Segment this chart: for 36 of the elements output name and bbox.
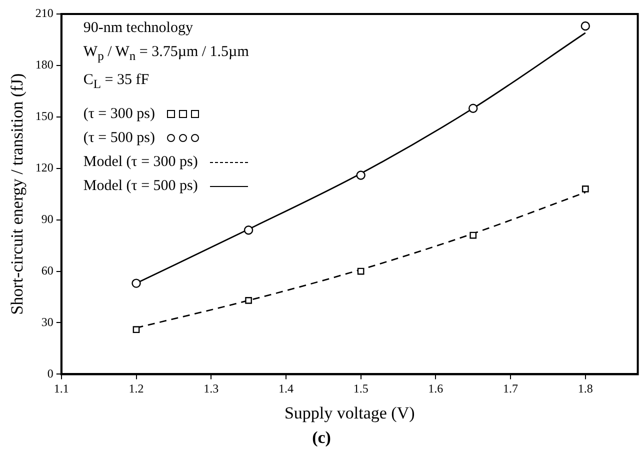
- point: [580, 21, 590, 31]
- x-tick-label: 1.2: [128, 382, 144, 396]
- y-tick-label: 180: [35, 58, 54, 72]
- point: [357, 268, 364, 275]
- point: [468, 104, 478, 113]
- annotation: C$_{L}$ = 35 fF: [83, 71, 150, 93]
- y-tick-label: 0: [47, 366, 54, 380]
- point: [356, 170, 366, 180]
- point: [245, 297, 252, 304]
- x-tick-label: 1.3: [204, 382, 219, 396]
- legend-label: (τ = 300 ps): [83, 105, 155, 124]
- point: [582, 186, 589, 192]
- y-tick-label: 30: [41, 314, 54, 329]
- y-tick-label: 210: [35, 6, 54, 20]
- x-tick-label: 1.4: [278, 382, 294, 396]
- y-tick-label: 150: [35, 109, 54, 124]
- x-tick-label: 1.7: [503, 382, 518, 396]
- y-tick-label: 90: [41, 212, 54, 226]
- legend-label: Model (τ = 500 ps): [83, 177, 198, 196]
- x-axis-title: Supply voltage (V): [284, 403, 415, 422]
- legend-label: (τ = 500 ps): [83, 129, 155, 148]
- x-tick-label: 1.8: [578, 382, 593, 396]
- annotation: W$_{p}$ / W$_{n}$ = 3.75µm / 1.5µm: [83, 43, 249, 65]
- x-tick-label: 1.1: [54, 382, 69, 396]
- annotation: 90-nm technology: [83, 19, 194, 38]
- point: [132, 326, 140, 334]
- point: [244, 226, 254, 235]
- x-tick-label: 1.6: [428, 382, 444, 396]
- point: [470, 232, 477, 239]
- y-tick-label: 60: [41, 263, 54, 278]
- text: (c): [311, 428, 332, 448]
- y-axis-title: Short-circuit energy / transition (fJ): [8, 73, 27, 315]
- point: [132, 278, 141, 288]
- legend-label: Model (τ = 300 ps): [83, 153, 198, 172]
- x-tick-label: 1.5: [353, 382, 368, 396]
- y-tick-label: 120: [35, 160, 54, 175]
